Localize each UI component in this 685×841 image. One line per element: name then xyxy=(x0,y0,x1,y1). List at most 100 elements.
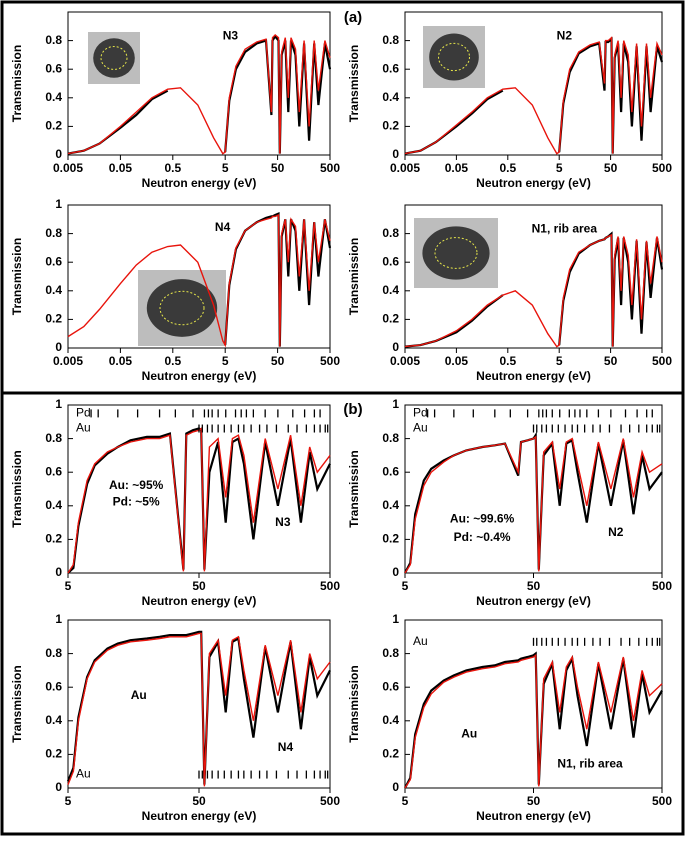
y-tick-label: 0.6 xyxy=(382,464,399,478)
x-tick-label: 0.005 xyxy=(53,354,83,368)
x-tick-label: 0.005 xyxy=(390,161,420,175)
data-line xyxy=(67,213,331,348)
y-axis-title: Transmission xyxy=(10,665,24,742)
marker-row-label: Au xyxy=(76,421,91,435)
data-line xyxy=(67,427,331,574)
y-tick-label: 1 xyxy=(55,197,62,211)
y-tick-label: 0.4 xyxy=(45,713,62,727)
y-tick-label: 0.2 xyxy=(45,119,62,133)
y-tick-label: 0 xyxy=(55,147,62,161)
data-line xyxy=(404,233,663,348)
y-tick-label: 0.4 xyxy=(382,498,399,512)
y-tick-label: 0.4 xyxy=(382,90,399,104)
y-axis-title: Transmission xyxy=(347,450,361,527)
x-tick-label: 50 xyxy=(604,161,618,175)
y-tick-label: 0.6 xyxy=(382,679,399,693)
marker-row-label: Au xyxy=(413,634,428,648)
y-tick-label: 0.6 xyxy=(45,464,62,478)
y-axis-title: Transmission xyxy=(347,665,361,742)
y-tick-label: 0.2 xyxy=(382,119,399,133)
y-tick-label: 0.4 xyxy=(382,713,399,727)
annotation: N3 xyxy=(223,28,239,42)
y-tick-label: 0.8 xyxy=(45,431,62,445)
annotation: Au xyxy=(461,726,477,740)
x-tick-label: 500 xyxy=(320,161,340,175)
marker-row-label: Pd xyxy=(76,406,91,420)
x-tick-label: 5 xyxy=(65,794,72,808)
data-line xyxy=(67,427,331,574)
sample-shape xyxy=(146,279,218,337)
sample-outline xyxy=(100,46,128,70)
x-tick-label: 0.05 xyxy=(109,354,133,368)
panel-border xyxy=(0,391,685,836)
y-axis-title: Transmission xyxy=(10,450,24,527)
sample-shape xyxy=(422,226,490,280)
y-axis-title: Transmission xyxy=(10,238,24,315)
y-tick-label: 0.2 xyxy=(45,312,62,326)
x-tick-label: 50 xyxy=(192,794,206,808)
x-tick-label: 0.05 xyxy=(109,161,133,175)
y-tick-label: 0 xyxy=(55,780,62,794)
x-tick-label: 0.5 xyxy=(164,354,181,368)
data-line xyxy=(404,36,663,155)
y-tick-label: 0 xyxy=(55,565,62,579)
annotation: N2 xyxy=(557,28,573,42)
sample-outline xyxy=(434,237,478,269)
annotation: Pd: ~0.4% xyxy=(454,530,511,544)
x-tick-label: 50 xyxy=(527,579,541,593)
x-tick-label: 0.005 xyxy=(53,161,83,175)
data-line xyxy=(404,653,663,789)
x-axis-title: Neutron energy (eV) xyxy=(142,176,257,190)
y-tick-label: 0.8 xyxy=(45,33,62,47)
data-line xyxy=(67,632,331,787)
marker-row-label: Pd xyxy=(413,406,428,420)
y-axis-title: Transmission xyxy=(10,45,24,122)
x-axis-title: Neutron energy (eV) xyxy=(476,369,591,383)
x-tick-label: 5 xyxy=(556,161,563,175)
x-tick-label: 500 xyxy=(320,354,340,368)
y-tick-label: 0 xyxy=(55,340,62,354)
x-tick-label: 0.5 xyxy=(164,161,181,175)
x-tick-label: 5 xyxy=(556,354,563,368)
y-axis-title: Transmission xyxy=(347,45,361,122)
data-line xyxy=(66,630,331,785)
annotation: Au: ~99.6% xyxy=(450,511,515,525)
y-tick-label: 0.4 xyxy=(45,498,62,512)
x-tick-label: 50 xyxy=(527,794,541,808)
annotation: N4 xyxy=(215,220,231,234)
y-tick-label: 0.4 xyxy=(45,90,62,104)
y-tick-label: 1 xyxy=(55,397,62,411)
x-tick-label: 50 xyxy=(271,354,285,368)
annotation: Pd: ~5% xyxy=(113,495,160,509)
x-axis-title: Neutron energy (eV) xyxy=(142,809,257,823)
x-tick-label: 0.005 xyxy=(390,354,420,368)
x-tick-label: 5 xyxy=(402,794,409,808)
y-tick-label: 0.8 xyxy=(45,646,62,660)
y-tick-label: 0.8 xyxy=(382,646,399,660)
sample-outline xyxy=(159,290,205,326)
data-line xyxy=(404,651,663,789)
y-tick-label: 1 xyxy=(392,397,399,411)
y-tick-label: 0.8 xyxy=(382,431,399,445)
x-tick-label: 500 xyxy=(652,794,672,808)
x-tick-label: 5 xyxy=(222,161,229,175)
y-tick-label: 0.4 xyxy=(382,283,399,297)
x-tick-label: 5 xyxy=(222,354,229,368)
x-tick-label: 0.5 xyxy=(499,161,516,175)
y-tick-label: 0.2 xyxy=(382,747,399,761)
y-tick-label: 0.6 xyxy=(45,679,62,693)
plot-frame xyxy=(404,204,663,349)
y-axis-title: Transmission xyxy=(347,238,361,315)
data-line xyxy=(67,33,331,155)
y-tick-label: 0.2 xyxy=(45,532,62,546)
annotation: Au xyxy=(131,688,147,702)
x-tick-label: 50 xyxy=(271,161,285,175)
y-tick-label: 0 xyxy=(392,340,399,354)
x-axis-title: Neutron energy (eV) xyxy=(142,594,257,608)
x-tick-label: 50 xyxy=(192,579,206,593)
x-tick-label: 5 xyxy=(402,579,409,593)
y-tick-label: 0 xyxy=(392,147,399,161)
annotation: N2 xyxy=(608,525,624,539)
y-tick-label: 0 xyxy=(392,780,399,794)
